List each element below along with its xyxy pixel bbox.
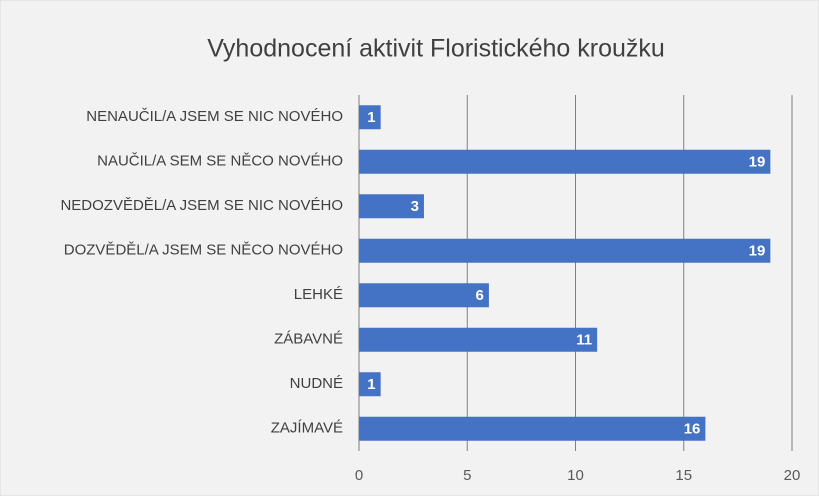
data-label: 16 — [684, 421, 701, 438]
data-label: 19 — [749, 243, 766, 260]
chart-title: Vyhodnocení aktivit Floristického kroužk… — [207, 35, 665, 63]
bar — [359, 105, 381, 130]
bar — [359, 372, 381, 397]
y-tick-label: ZÁBAVNÉ — [274, 331, 343, 348]
y-tick-label: NENAUČIL/A JSEM SE NIC NOVÉHO — [86, 108, 343, 125]
y-tick-label: NEDOZVĚDĚL/A JSEM SE NIC NOVÉHO — [60, 197, 343, 214]
x-tick-label: 5 — [463, 467, 471, 484]
y-tick-label: DOZVĚDĚL/A JSEM SE NĚCO NOVÉHO — [64, 242, 343, 259]
data-label: 1 — [367, 109, 375, 126]
x-tick-label: 10 — [567, 467, 584, 484]
x-tick-label: 20 — [784, 467, 801, 484]
bar — [359, 327, 598, 352]
data-label: 11 — [576, 332, 592, 349]
y-tick-label: NUDNÉ — [290, 375, 343, 392]
data-label: 3 — [411, 198, 419, 215]
x-tick-label: 15 — [675, 467, 692, 484]
bar — [359, 283, 489, 308]
bar — [359, 194, 424, 219]
x-tick-label: 0 — [355, 467, 363, 484]
y-tick-label: LEHKÉ — [294, 286, 343, 303]
y-tick-label: ZAJÍMAVÉ — [271, 420, 343, 437]
data-label: 6 — [476, 287, 484, 304]
data-label: 1 — [367, 376, 375, 393]
bar — [359, 416, 706, 441]
bar — [359, 238, 771, 263]
y-tick-label: NAUČIL/A SEM SE NĚCO NOVÉHO — [97, 153, 343, 170]
bar — [359, 149, 771, 174]
data-label: 19 — [749, 154, 766, 171]
